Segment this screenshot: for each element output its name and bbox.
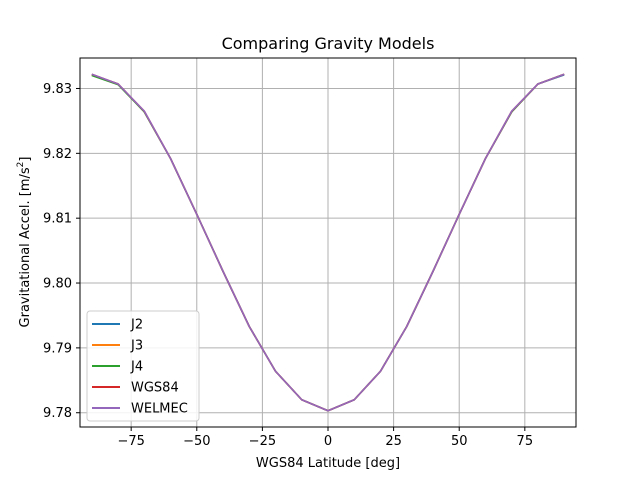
series-lines (91, 73, 565, 412)
y-axis-label-sup: 2 (16, 162, 26, 168)
legend-label-j4: J4 (130, 360, 143, 375)
y-axis-label: Gravitational Accel. [m/s2] (16, 157, 33, 328)
x-tick-label: 75 (517, 434, 534, 449)
axis-ticks: −75 −50 −25 0 25 50 75 9.78 9.79 9.80 9.81 9.82 9.83 (43, 82, 533, 449)
y-tick-label: 9.79 (43, 341, 72, 356)
y-tick-label: 9.83 (43, 82, 72, 97)
series-line-welmec (91, 73, 565, 412)
y-tick-label: 9.81 (43, 212, 72, 227)
x-tick-label: −75 (117, 434, 144, 449)
y-axis-label-main: Gravitational Accel. [m/s (18, 167, 33, 327)
legend-label-j2: J2 (130, 318, 143, 333)
y-axis-label-tail: ] (18, 157, 33, 162)
chart-title: Comparing Gravity Models (222, 34, 435, 53)
legend-box (86, 310, 200, 422)
x-tick-label: 0 (324, 434, 332, 449)
x-tick-label: 50 (451, 434, 468, 449)
y-tick-label: 9.82 (43, 147, 72, 162)
legend-label-wgs84: WGS84 (131, 381, 179, 396)
y-tick-label: 9.78 (43, 406, 72, 421)
y-tick-label: 9.80 (43, 277, 72, 292)
x-tick-label: 25 (385, 434, 402, 449)
legend-label-welmec: WELMEC (131, 402, 188, 417)
x-tick-label: −50 (183, 434, 210, 449)
x-axis-label: WGS84 Latitude [deg] (256, 456, 400, 471)
legend: J2 J3 J4 WGS84 WELMEC (86, 310, 200, 422)
legend-label-j3: J3 (130, 339, 143, 354)
x-tick-label: −25 (249, 434, 276, 449)
